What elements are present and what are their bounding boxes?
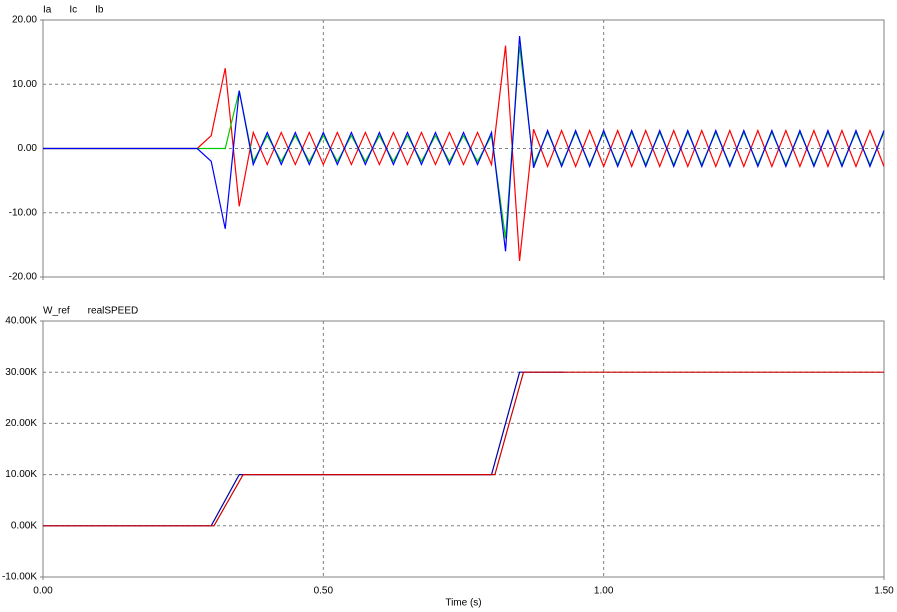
legend-label: W_ref <box>43 306 70 317</box>
y-tick-label: 40.00K <box>5 316 37 327</box>
series-line <box>43 371 884 527</box>
legend-label: Ib <box>95 5 104 16</box>
y-tick-label: 20.00 <box>12 15 37 26</box>
y-tick-label: -10.00K <box>2 572 37 583</box>
plot-area <box>42 320 885 578</box>
y-tick-label: 10.00K <box>5 469 37 480</box>
x-tick-label: 1.50 <box>874 586 894 597</box>
y-tick-label: -10.00 <box>9 207 38 218</box>
y-tick-label: 30.00K <box>5 367 37 378</box>
x-tick-label: 0.50 <box>314 586 334 597</box>
y-tick-label: 20.00K <box>5 418 37 429</box>
legend-label: Ia <box>43 5 52 16</box>
series-line <box>43 35 885 252</box>
y-tick-label: 0.00 <box>18 143 38 154</box>
legend-label: Ic <box>69 5 77 16</box>
y-tick-label: 0.00K <box>11 520 37 531</box>
y-tick-label: -20.00 <box>9 272 38 283</box>
x-axis-label: Time (s) <box>445 598 481 609</box>
legend-label: realSPEED <box>88 306 139 317</box>
y-tick-label: 10.00 <box>12 79 37 90</box>
x-tick-label: 0.00 <box>33 586 53 597</box>
x-tick-label: 1.00 <box>594 586 614 597</box>
